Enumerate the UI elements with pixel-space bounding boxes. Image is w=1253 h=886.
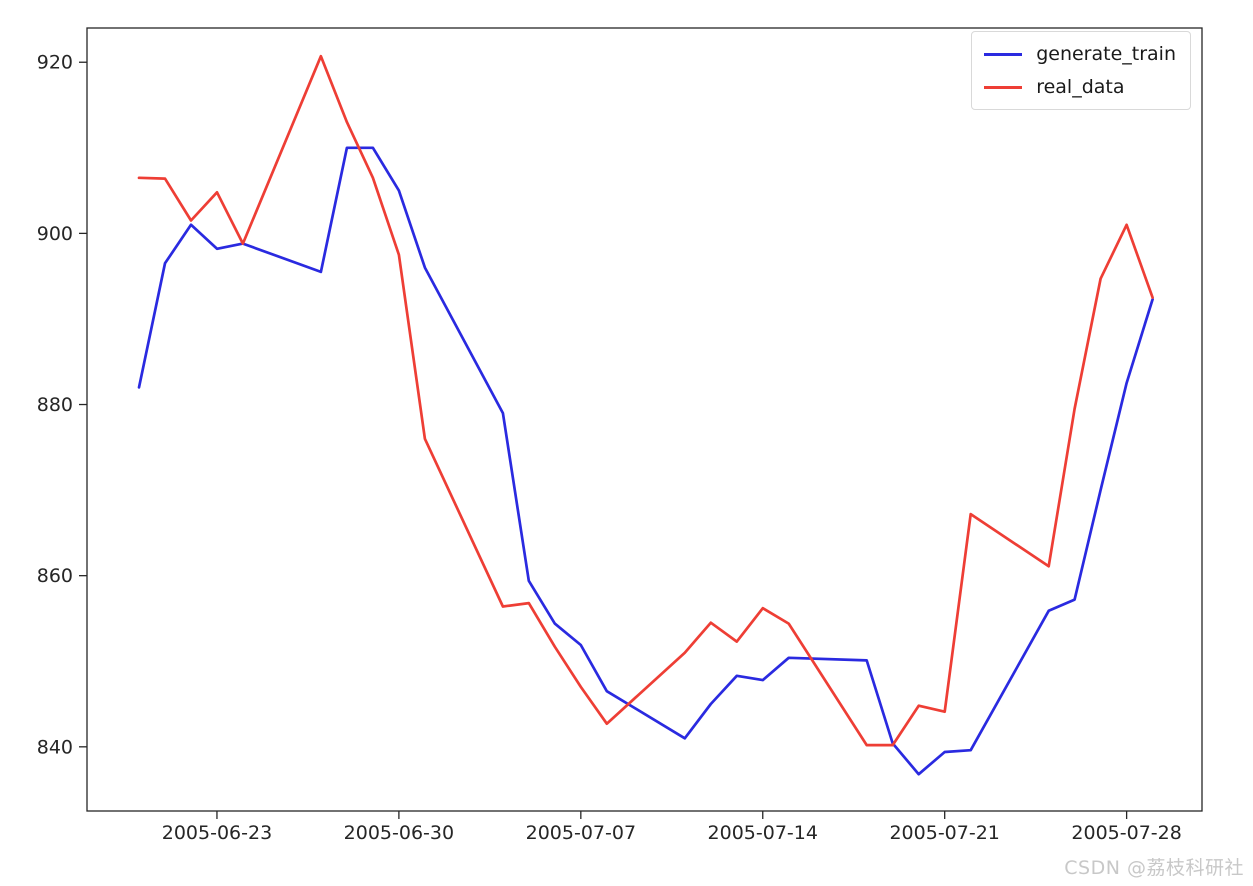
legend: generate_train real_data [971,31,1191,110]
y-tick-label: 880 [37,394,73,416]
y-tick-label: 860 [37,565,73,587]
y-tick-label: 840 [37,736,73,758]
legend-red-line-icon [984,85,1023,89]
series-line-generate_train [137,146,1154,776]
legend-blue-line-icon [984,52,1023,56]
legend-entry-real-data: real_data [984,74,1176,100]
legend-label: generate_train [1036,42,1176,65]
x-tick-label: 2005-07-14 [708,822,818,844]
legend-label: real_data [1036,75,1125,98]
x-tick-label: 2005-07-21 [889,822,999,844]
plot-area-border [86,27,1203,812]
watermark: CSDN @荔枝科研社 [1064,857,1244,879]
x-tick-label: 2005-07-28 [1071,822,1181,844]
y-tick-label: 900 [37,223,73,245]
y-tick-label: 920 [37,52,73,74]
x-tick-label: 2005-07-07 [526,822,636,844]
legend-entry-generate-train: generate_train [984,41,1176,67]
x-tick-label: 2005-06-30 [344,822,454,844]
x-tick-label: 2005-06-23 [162,822,272,844]
series-line-real_data [137,54,1154,747]
